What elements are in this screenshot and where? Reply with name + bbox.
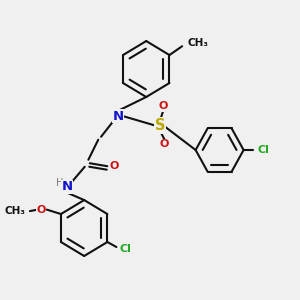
Text: Cl: Cl [258,145,270,155]
Text: S: S [155,118,166,133]
Text: O: O [160,139,169,149]
Text: Cl: Cl [119,244,131,254]
Text: CH₃: CH₃ [5,206,26,216]
Text: O: O [158,101,168,111]
Text: CH₃: CH₃ [187,38,208,48]
Text: H: H [56,178,63,188]
Text: O: O [37,205,46,214]
Text: N: N [62,180,73,193]
Text: N: N [112,110,124,123]
Text: O: O [109,161,119,171]
